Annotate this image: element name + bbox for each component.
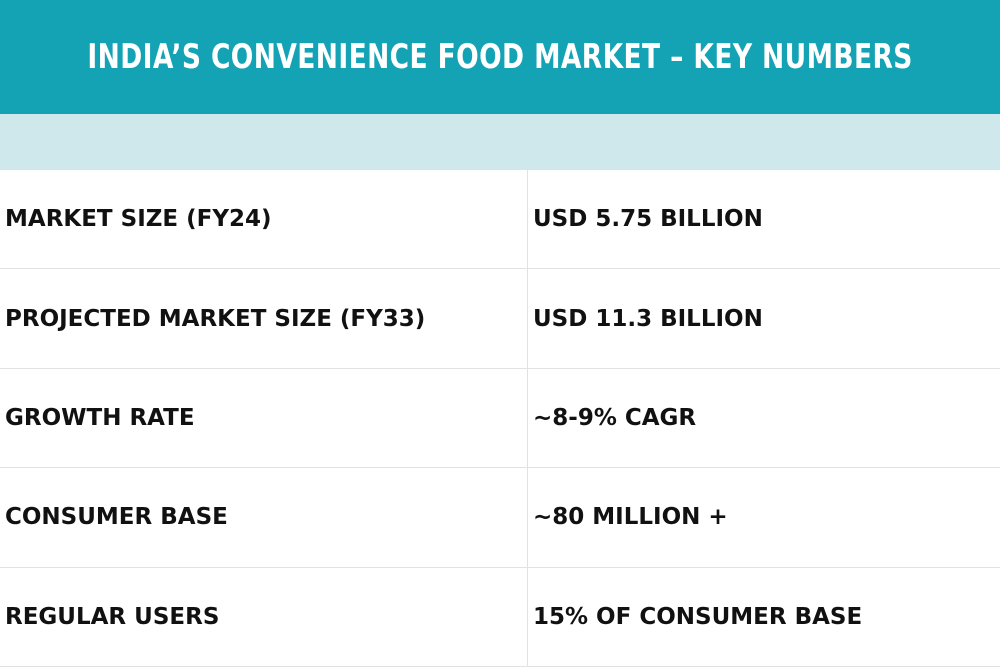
row-label: CONSUMER BASE xyxy=(0,467,528,568)
subheader-band xyxy=(0,114,1000,170)
row-label: MARKET SIZE (FY24) xyxy=(0,170,528,270)
table-row: GROWTH RATE ~8-9% CAGR xyxy=(0,367,1000,469)
row-value: ~8-9% CAGR xyxy=(527,367,1000,469)
title-banner: INDIA’S CONVENIENCE FOOD MARKET – KEY NU… xyxy=(0,0,1000,114)
key-numbers-table: MARKET SIZE (FY24) USD 5.75 BILLION PROJ… xyxy=(0,170,1000,667)
row-label: GROWTH RATE xyxy=(0,367,528,469)
row-label: REGULAR USERS xyxy=(0,566,528,667)
row-value: ~80 MILLION + xyxy=(527,467,1000,568)
row-label: PROJECTED MARKET SIZE (FY33) xyxy=(0,268,528,369)
row-value: USD 5.75 BILLION xyxy=(527,170,1000,270)
table-row: MARKET SIZE (FY24) USD 5.75 BILLION xyxy=(0,170,1000,270)
row-value: USD 11.3 BILLION xyxy=(527,268,1000,369)
table-row: CONSUMER BASE ~80 MILLION + xyxy=(0,467,1000,568)
row-value: 15% OF CONSUMER BASE xyxy=(527,566,1000,667)
page-title: INDIA’S CONVENIENCE FOOD MARKET – KEY NU… xyxy=(87,37,913,77)
table-row: PROJECTED MARKET SIZE (FY33) USD 11.3 BI… xyxy=(0,268,1000,369)
table-row: REGULAR USERS 15% OF CONSUMER BASE xyxy=(0,566,1000,667)
